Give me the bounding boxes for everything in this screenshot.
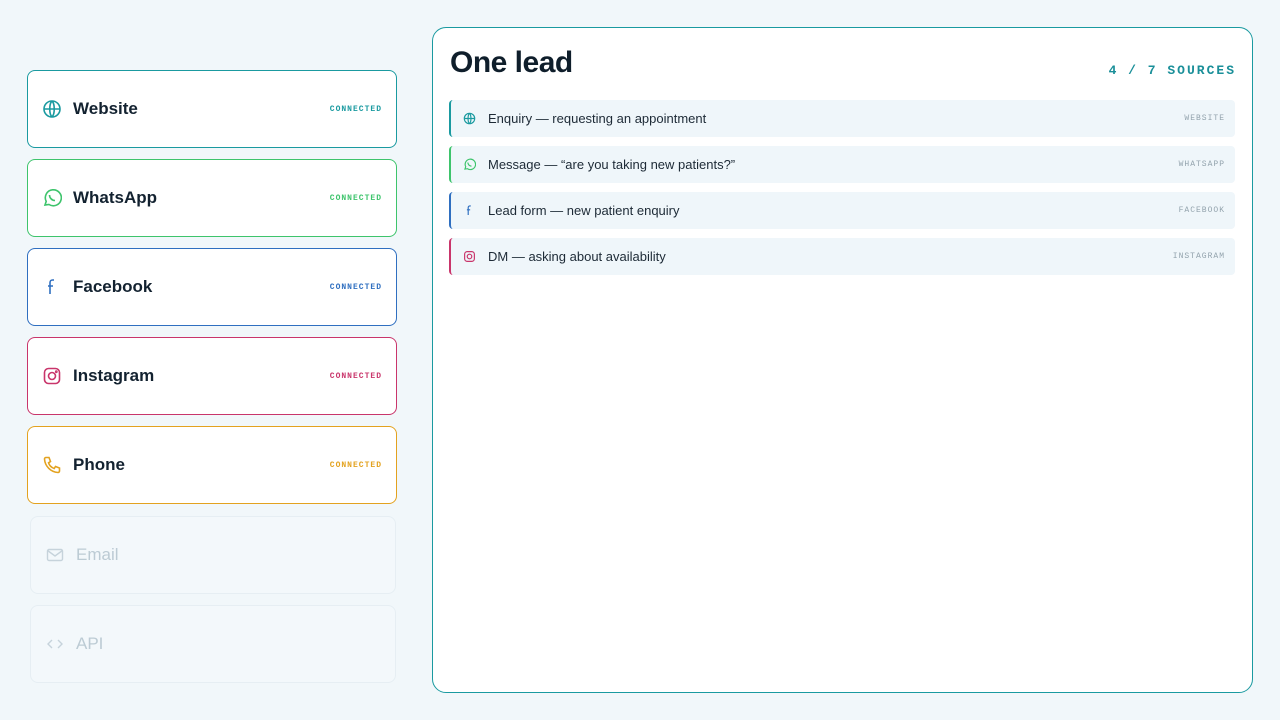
instagram-icon [43, 367, 61, 385]
message-source: WHATSAPP [1178, 160, 1225, 169]
source-status: CONNECTED [329, 460, 382, 470]
message-row[interactable]: Enquiry — requesting an appointment WEBS… [449, 100, 1235, 137]
source-card[interactable]: Instagram CONNECTED [27, 337, 397, 415]
source-name: Phone [73, 455, 125, 474]
source-name: API [76, 634, 104, 653]
instagram-icon [464, 251, 475, 262]
source-status: CONNECTED [329, 104, 382, 114]
source-card[interactable]: Phone CONNECTED [27, 426, 397, 504]
source-name: Email [76, 545, 119, 564]
globe-icon [43, 100, 61, 118]
message-text: Message — “are you taking new patients?” [488, 157, 736, 172]
source-status: CONNECTED [329, 282, 382, 292]
source-count: 4 / 7 SOURCES [1108, 63, 1236, 78]
message-row[interactable]: Lead form — new patient enquiry FACEBOOK [449, 192, 1235, 229]
facebook-icon [48, 279, 54, 294]
source-status: CONNECTED [329, 193, 382, 203]
globe-icon [463, 112, 476, 125]
source-card[interactable]: API [30, 605, 396, 683]
source-card[interactable]: Email [30, 516, 396, 594]
source-card[interactable]: Website CONNECTED [27, 70, 397, 148]
phone-icon [43, 456, 61, 474]
source-name: Website [73, 99, 138, 118]
message-source: INSTAGRAM [1172, 252, 1225, 261]
api-icon [47, 639, 63, 649]
lead-panel: One lead 4 / 7 SOURCES Enquiry — request… [432, 27, 1253, 693]
source-name: Facebook [73, 277, 153, 296]
source-status: CONNECTED [329, 371, 382, 381]
panel-title: One lead [450, 46, 573, 79]
message-row[interactable]: Message — “are you taking new patients?”… [449, 146, 1235, 183]
message-text: Lead form — new patient enquiry [488, 203, 680, 218]
facebook-icon [466, 205, 471, 216]
message-row[interactable]: DM — asking about availability INSTAGRAM [449, 238, 1235, 275]
message-source: WEBSITE [1184, 114, 1225, 123]
source-name: WhatsApp [73, 188, 158, 207]
whatsapp-icon [464, 158, 476, 171]
email-icon [46, 548, 64, 562]
message-text: Enquiry — requesting an appointment [488, 111, 707, 126]
source-card[interactable]: WhatsApp CONNECTED [27, 159, 397, 237]
message-text: DM — asking about availability [488, 249, 666, 264]
source-name: Instagram [73, 366, 155, 385]
source-card[interactable]: Facebook CONNECTED [27, 248, 397, 326]
message-source: FACEBOOK [1178, 206, 1225, 215]
whatsapp-icon [43, 188, 62, 207]
